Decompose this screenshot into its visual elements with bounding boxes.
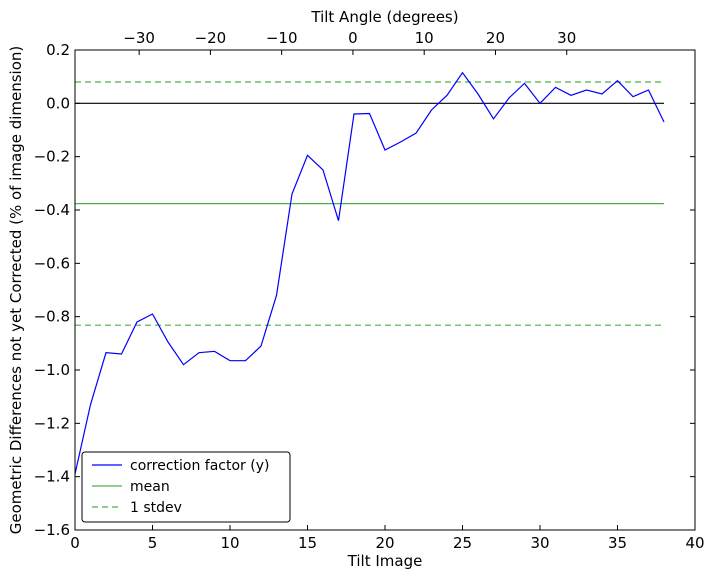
x2-tick-label: 20 — [486, 29, 505, 47]
x-tick-label: 30 — [530, 534, 549, 552]
x2-tick-label: 30 — [557, 29, 576, 47]
y-tick-label: −1.6 — [34, 521, 70, 539]
top-axis-label: Tilt Angle (degrees) — [310, 8, 458, 26]
x2-tick-label: −10 — [266, 29, 298, 47]
legend-label-2: 1 stdev — [130, 500, 182, 516]
reference-lines — [75, 81, 664, 326]
x-tick-label: 5 — [148, 534, 158, 552]
y-tick-label: −1.4 — [34, 468, 70, 486]
x2-tick-label: −30 — [123, 29, 155, 47]
x-tick-label: 15 — [298, 534, 317, 552]
x2-tick-label: 0 — [348, 29, 358, 47]
x-tick-label: 40 — [685, 534, 704, 552]
series-layer — [74, 71, 665, 475]
x-tick-label: 25 — [453, 534, 472, 552]
y-tick-label: −0.2 — [34, 148, 70, 166]
series-line-0 — [74, 71, 665, 475]
x2-tick-label: −20 — [195, 29, 227, 47]
y-tick-label: −0.8 — [34, 308, 70, 326]
x-tick-label: 10 — [220, 534, 239, 552]
legend-label-0: correction factor (y) — [130, 458, 269, 474]
y-tick-label: 0.2 — [46, 41, 70, 59]
ticks-layer: 0 5 10 15 20 25 30 35 40 −1.6 −1.4 −1.2 −1.0 −0.8 −0.6… — [34, 29, 705, 552]
x2-tick-label: 10 — [415, 29, 434, 47]
x-tick-label: 20 — [375, 534, 394, 552]
x-tick-label: 0 — [70, 534, 80, 552]
y-tick-label: −1.0 — [34, 361, 70, 379]
legend-label-1: mean — [130, 479, 170, 495]
y-tick-label: −1.2 — [34, 414, 70, 432]
y-tick-label: −0.6 — [34, 254, 70, 272]
legend: correction factor (y) mean 1 stdev — [81, 451, 291, 523]
y-tick-label: 0.0 — [46, 94, 70, 112]
y-axis-label: Geometric Differences not yet Corrected … — [7, 46, 25, 535]
y-tick-label: −0.4 — [34, 201, 70, 219]
x-axis-label: Tilt Image — [347, 552, 423, 570]
legend-box — [81, 451, 291, 523]
x-tick-label: 35 — [608, 534, 627, 552]
